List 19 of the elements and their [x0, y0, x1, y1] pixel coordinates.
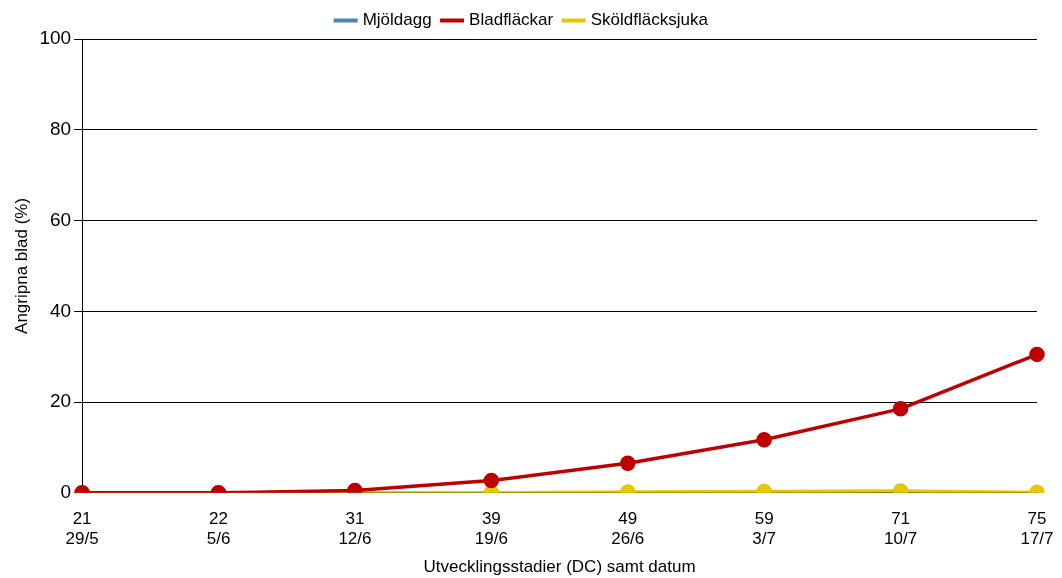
x-tick-label: 49 26/6 [611, 508, 645, 549]
y-tick-label: 40 [49, 299, 72, 321]
x-tick-label: 59 3/7 [752, 508, 776, 549]
x-tick-label: 21 29/5 [65, 508, 99, 549]
x-tick-label: 71 10/7 [884, 508, 918, 549]
legend-label: Bladfläckar [469, 10, 554, 30]
x-tick-label: 31 12/6 [338, 508, 372, 549]
x-axis-title: Utvecklingsstadier (DC) samt datum [423, 557, 696, 577]
legend-label: Sköldfläcksjuka [590, 10, 709, 30]
y-tick-label: 20 [49, 390, 72, 412]
y-tick-label: 0 [60, 481, 72, 503]
legend-label: Mjöldagg [362, 10, 432, 30]
y-axis-title: Angripna blad (%) [11, 197, 31, 334]
y-tick-label: 60 [49, 208, 72, 230]
x-tick-label: 22 5/6 [206, 508, 231, 549]
y-tick-label: 100 [39, 27, 72, 49]
x-tick-label: 75 17/7 [1020, 508, 1054, 549]
y-tick-label: 80 [49, 117, 72, 139]
x-tick-label: 39 19/6 [474, 508, 508, 549]
